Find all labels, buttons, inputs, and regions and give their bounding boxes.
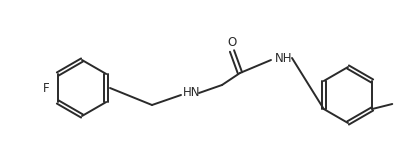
Text: NH: NH: [275, 51, 292, 64]
Text: HN: HN: [183, 87, 200, 99]
Text: F: F: [43, 81, 50, 94]
Text: O: O: [227, 36, 237, 50]
